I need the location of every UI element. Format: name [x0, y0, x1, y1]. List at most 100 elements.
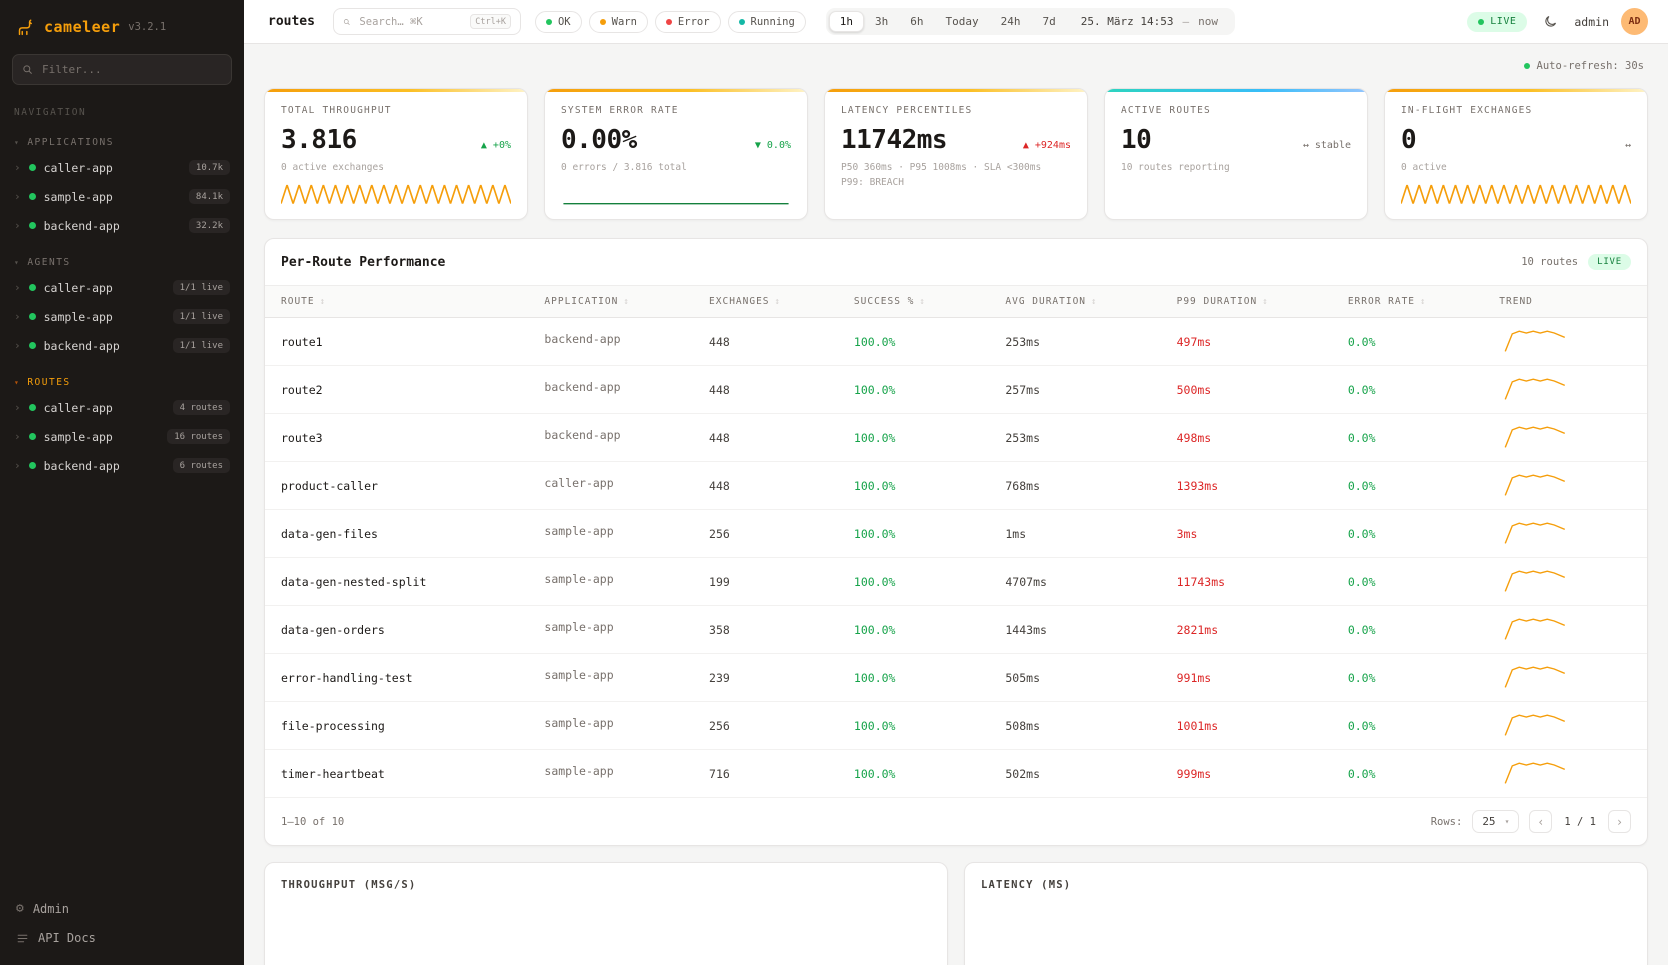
table-row-route3[interactable]: route3 backend-app 448 100.0% 253ms 498m… — [265, 414, 1647, 462]
caret-down-icon: ▾ — [14, 138, 21, 147]
column-header-application[interactable]: APPLICATION ↕ — [544, 296, 630, 307]
column-header-success[interactable]: SUCCESS % ↕ — [853, 296, 926, 307]
range-button-7d[interactable]: 7d — [1032, 11, 1067, 32]
cell-p99-duration: 497ms — [1176, 334, 1212, 349]
kpi-accent-strip — [265, 89, 527, 92]
table-row-data-gen-orders[interactable]: data-gen-orders sample-app 358 100.0% 14… — [265, 606, 1647, 654]
status-dot — [28, 313, 36, 320]
table-row-file-processing[interactable]: file-processing sample-app 256 100.0% 50… — [265, 702, 1647, 750]
brand[interactable]: cameleer v3.2.1 — [0, 0, 244, 50]
sort-icon: ↕ — [1262, 296, 1269, 307]
sidebar-item-agents-backend-app[interactable]: › backend-app 1/1 live — [0, 331, 244, 360]
kpi-delta: ▲ +0% — [480, 140, 511, 151]
cell-success: 100.0% — [853, 478, 896, 493]
cell-route: data-gen-orders — [281, 622, 385, 637]
cell-avg-duration: 505ms — [1005, 670, 1040, 685]
table-row-product-caller[interactable]: product-caller caller-app 448 100.0% 768… — [265, 462, 1647, 510]
sidebar-filter[interactable] — [12, 54, 232, 85]
range-button-24h[interactable]: 24h — [990, 11, 1032, 32]
item-badge: 1/1 live — [172, 309, 230, 324]
status-dot — [28, 404, 36, 411]
cell-application: sample-app — [544, 764, 614, 778]
sidebar-footer: ⚙ Admin API Docs — [0, 889, 244, 965]
table-row-route2[interactable]: route2 backend-app 448 100.0% 257ms 500m… — [265, 366, 1647, 414]
column-header-p99-duration[interactable]: P99 DURATION ↕ — [1176, 296, 1269, 307]
cell-p99-duration: 991ms — [1176, 670, 1212, 685]
section-header-agents[interactable]: ▾ AGENTS — [14, 257, 71, 268]
time-range-group: 1h 3h 6h Today 24h 7d 25. März 14:53 — n… — [825, 8, 1236, 35]
kpi-subtitle: 10 routes reporting — [1121, 162, 1230, 173]
sidebar-item-routes-sample-app[interactable]: › sample-app 16 routes — [0, 422, 244, 451]
section-header-applications[interactable]: ▾ APPLICATIONS — [14, 137, 114, 148]
sidebar-item-routes-backend-app[interactable]: › backend-app 6 routes — [0, 451, 244, 480]
table-row-error-handling-test[interactable]: error-handling-test sample-app 239 100.0… — [265, 654, 1647, 702]
table-row-timer-heartbeat[interactable]: timer-heartbeat sample-app 716 100.0% 50… — [265, 750, 1647, 798]
range-button-1h[interactable]: 1h — [828, 11, 865, 32]
trend-sparkline — [1499, 654, 1631, 701]
camel-logo-icon — [18, 19, 32, 36]
theme-toggle[interactable] — [1539, 10, 1562, 33]
cell-application: backend-app — [544, 428, 621, 442]
range-button-3h[interactable]: 3h — [864, 11, 899, 32]
trend-sparkline — [1499, 414, 1631, 461]
sidebar-item-applications-caller-app[interactable]: › caller-app 10.7k — [0, 153, 244, 182]
time-range-display[interactable]: 25. März 14:53 — now — [1067, 15, 1232, 28]
cell-avg-duration: 768ms — [1005, 478, 1040, 493]
sidebar-item-admin[interactable]: ⚙ Admin — [16, 901, 69, 916]
cell-avg-duration: 502ms — [1005, 766, 1040, 781]
chevron-down-icon: ▾ — [1504, 817, 1510, 826]
live-indicator[interactable]: LIVE — [1467, 11, 1528, 32]
cell-route: file-processing — [281, 718, 385, 733]
cell-error-rate: 0.0% — [1347, 478, 1376, 493]
chevron-right-icon: › — [14, 310, 21, 323]
sidebar-filter-input[interactable] — [40, 62, 222, 77]
sidebar-item-routes-caller-app[interactable]: › caller-app 4 routes — [0, 393, 244, 422]
cell-exchanges: 716 — [709, 766, 730, 781]
prev-page-button[interactable]: ‹ — [1529, 810, 1553, 833]
status-filter-group: OK Warn Error Running — [534, 10, 806, 33]
nav-label: NAVIGATION — [14, 107, 87, 118]
sidebar-item-applications-sample-app[interactable]: › sample-app 84.1k — [0, 182, 244, 211]
cell-p99-duration: 3ms — [1176, 526, 1198, 541]
cell-exchanges: 358 — [709, 622, 730, 637]
table-row-data-gen-files[interactable]: data-gen-files sample-app 256 100.0% 1ms… — [265, 510, 1647, 558]
sidebar-item-api-docs[interactable]: API Docs — [16, 931, 228, 945]
filter-chip-ok[interactable]: OK — [534, 10, 582, 33]
search-input[interactable] — [357, 14, 464, 29]
cell-exchanges: 448 — [709, 334, 730, 349]
avatar[interactable]: AD — [1621, 8, 1648, 35]
cell-avg-duration: 4707ms — [1005, 574, 1047, 589]
trend-sparkline — [1499, 318, 1631, 365]
next-page-button[interactable]: › — [1608, 810, 1631, 833]
column-header-avg-duration[interactable]: AVG DURATION ↕ — [1005, 296, 1098, 307]
table-row-route1[interactable]: route1 backend-app 448 100.0% 253ms 497m… — [265, 318, 1647, 366]
table-row-data-gen-nested-split[interactable]: data-gen-nested-split sample-app 199 100… — [265, 558, 1647, 606]
filter-chip-running[interactable]: Running — [727, 10, 806, 33]
cell-p99-duration: 2821ms — [1176, 622, 1219, 637]
cell-application: sample-app — [544, 620, 614, 634]
section-header-routes[interactable]: ▾ ROUTES — [14, 377, 71, 388]
kpi-subtitle-2: P99: BREACH — [841, 177, 904, 188]
kpi-delta: ▼ 0.0% — [754, 140, 791, 151]
sidebar-item-applications-backend-app[interactable]: › backend-app 32.2k — [0, 211, 244, 240]
sidebar-item-agents-caller-app[interactable]: › caller-app 1/1 live — [0, 273, 244, 302]
sidebar-item-agents-sample-app[interactable]: › sample-app 1/1 live — [0, 302, 244, 331]
sort-icon: ↕ — [774, 296, 781, 307]
column-header-error-rate[interactable]: ERROR RATE ↕ — [1347, 296, 1427, 307]
range-button-today[interactable]: Today — [935, 11, 990, 32]
trend-sparkline — [1499, 606, 1631, 653]
status-dot — [665, 18, 672, 25]
error-rate-sparkline — [561, 177, 791, 209]
global-search[interactable]: Ctrl+K — [332, 8, 521, 35]
search-icon — [23, 65, 32, 74]
status-dot — [28, 284, 36, 291]
rows-per-page-select[interactable]: 25 ▾ — [1472, 810, 1520, 833]
range-button-6h[interactable]: 6h — [899, 11, 934, 32]
kpi-accent-strip — [1105, 89, 1367, 92]
item-badge: 6 routes — [172, 458, 230, 473]
filter-chip-error[interactable]: Error — [654, 10, 721, 33]
filter-chip-warn[interactable]: Warn — [588, 10, 648, 33]
column-header-route[interactable]: ROUTE ↕ — [281, 296, 327, 307]
throughput-chart-card: THROUGHPUT (MSG/S) — [264, 862, 948, 965]
column-header-exchanges[interactable]: EXCHANGES ↕ — [709, 296, 781, 307]
